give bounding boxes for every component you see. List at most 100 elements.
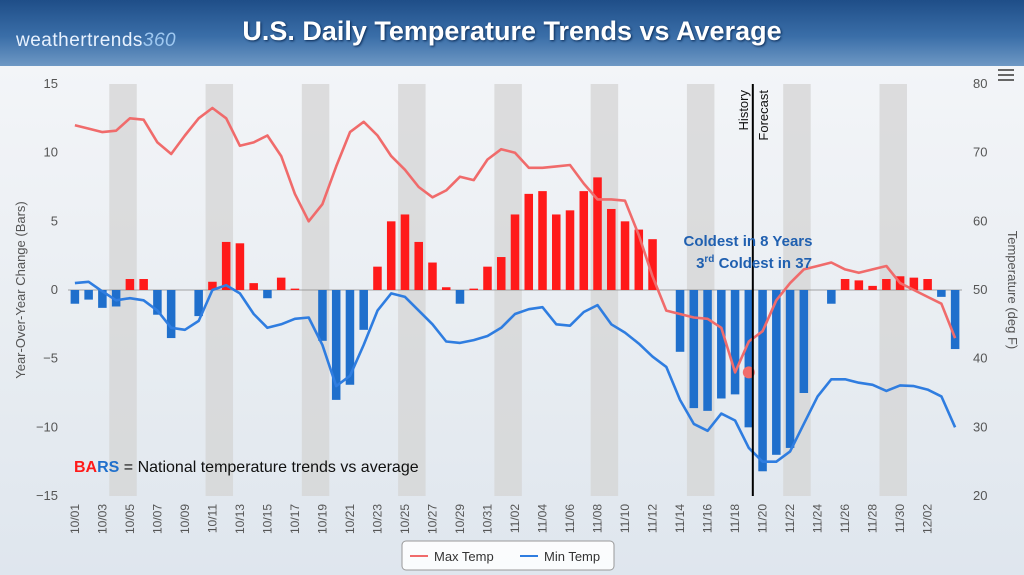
bar <box>455 290 465 304</box>
bar <box>620 221 630 290</box>
bar <box>483 266 492 290</box>
bar <box>854 280 864 290</box>
x-axis-labels: 10/01 10/03 10/05 10/07 10/09 10/11 10/13 10/15… <box>68 504 935 534</box>
bar <box>827 290 836 304</box>
bar <box>386 221 396 290</box>
chart-menu-icon[interactable] <box>998 69 1014 81</box>
x-tick-label: 11/06 <box>563 504 577 533</box>
y-right-tick: 20 <box>973 488 987 503</box>
forecast-label: Forecast <box>756 90 771 141</box>
header-banner: weathertrends360 U.S. Daily Temperature … <box>0 0 1024 66</box>
menu-bar <box>998 69 1014 71</box>
bar <box>868 285 877 290</box>
bar <box>441 287 451 290</box>
bar <box>414 241 423 290</box>
bar <box>359 290 368 330</box>
chart-title: U.S. Daily Temperature Trends vs Average <box>242 16 782 46</box>
bar <box>125 279 135 290</box>
y-right-tick: 80 <box>973 76 987 91</box>
bar <box>909 277 919 290</box>
x-tick-label: 10/27 <box>425 504 439 534</box>
x-tick-label: 11/30 <box>893 504 907 533</box>
bar <box>111 290 121 307</box>
bar <box>524 193 534 290</box>
ordinal-rest: Coldest in 37 <box>714 255 812 272</box>
logo-text: weathertrends <box>16 30 143 51</box>
bars-key-ba: BA <box>74 459 98 476</box>
coldest-callout-line1: Coldest in 8 Years <box>684 233 813 250</box>
bar <box>153 290 162 315</box>
y-left-axis-title: Year-Over-Year Change (Bars) <box>13 201 28 379</box>
bar <box>744 290 754 428</box>
bar <box>263 290 272 299</box>
bar <box>98 290 107 308</box>
coldest-callout-line2: 3rd Coldest in 37 <box>696 254 812 272</box>
bar <box>428 262 437 290</box>
x-tick-label: 10/01 <box>68 504 82 534</box>
x-tick-label: 10/31 <box>480 504 494 534</box>
bar <box>221 241 231 290</box>
legend-item-max-temp[interactable]: Max Temp <box>410 549 494 564</box>
bar <box>249 283 258 290</box>
logo-number: 360 <box>142 30 177 51</box>
min-temp-line <box>74 280 957 463</box>
menu-bar <box>998 79 1014 81</box>
x-tick-label: 10/05 <box>123 504 137 534</box>
x-tick-label: 10/15 <box>260 504 274 534</box>
x-tick-label: 10/09 <box>178 504 192 534</box>
bar <box>194 290 203 317</box>
legend-max-label: Max Temp <box>434 549 494 564</box>
bar <box>950 290 960 350</box>
bar <box>689 290 699 409</box>
bar <box>758 290 767 472</box>
x-tick-label: 11/26 <box>838 504 852 533</box>
axes: 151050−5−10−1580706050403020Year-Over-Ye… <box>13 76 1020 503</box>
annotations: History Forecast Coldest in 8 Years 3rd … <box>74 84 812 496</box>
y-left-tick: −10 <box>36 419 58 434</box>
bar <box>648 239 657 290</box>
x-tick-label: 10/07 <box>150 504 164 534</box>
bar <box>593 177 602 290</box>
x-tick-label: 10/11 <box>205 504 219 533</box>
bar <box>565 210 575 290</box>
menu-bar <box>998 74 1014 76</box>
history-label: History <box>736 90 751 131</box>
chart-legend: Max Temp Min Temp <box>401 540 615 571</box>
brand-logo: weathertrends360 <box>16 30 176 52</box>
x-tick-label: 11/04 <box>536 504 550 533</box>
y-left-tick: 0 <box>51 282 58 297</box>
bar <box>373 266 382 290</box>
y-right-tick: 40 <box>973 351 987 366</box>
bar <box>551 214 561 290</box>
bar <box>703 290 712 411</box>
x-tick-label: 11/08 <box>591 504 605 533</box>
x-tick-label: 11/20 <box>756 504 770 533</box>
bar <box>166 290 176 339</box>
y-right-tick: 50 <box>973 282 987 297</box>
bar <box>469 288 479 290</box>
bars-key-note: BARS = National temperature trends vs av… <box>74 459 419 476</box>
legend-box <box>401 540 615 571</box>
bar <box>400 214 410 290</box>
bars-key-colored: BARS <box>74 459 120 476</box>
x-tick-label: 10/25 <box>398 504 412 534</box>
bar <box>276 277 286 290</box>
x-tick-label: 11/10 <box>618 504 632 533</box>
bar <box>717 290 726 399</box>
x-tick-label: 11/22 <box>783 504 797 533</box>
x-tick-label: 10/21 <box>343 504 357 534</box>
legend-item-min-temp[interactable]: Min Temp <box>520 549 600 564</box>
x-tick-label: 11/28 <box>866 504 880 533</box>
y-left-tick: −15 <box>36 488 58 503</box>
x-tick-label: 10/13 <box>233 504 247 534</box>
bar <box>496 257 506 290</box>
bar <box>799 290 809 393</box>
bar <box>70 290 80 304</box>
x-tick-label: 10/19 <box>315 504 329 534</box>
y-left-tick: 15 <box>44 76 58 91</box>
x-tick-label: 11/24 <box>811 504 825 533</box>
bar <box>579 191 589 290</box>
bar <box>331 290 341 400</box>
ordinal-suffix: rd <box>704 254 714 265</box>
bar <box>510 214 520 290</box>
